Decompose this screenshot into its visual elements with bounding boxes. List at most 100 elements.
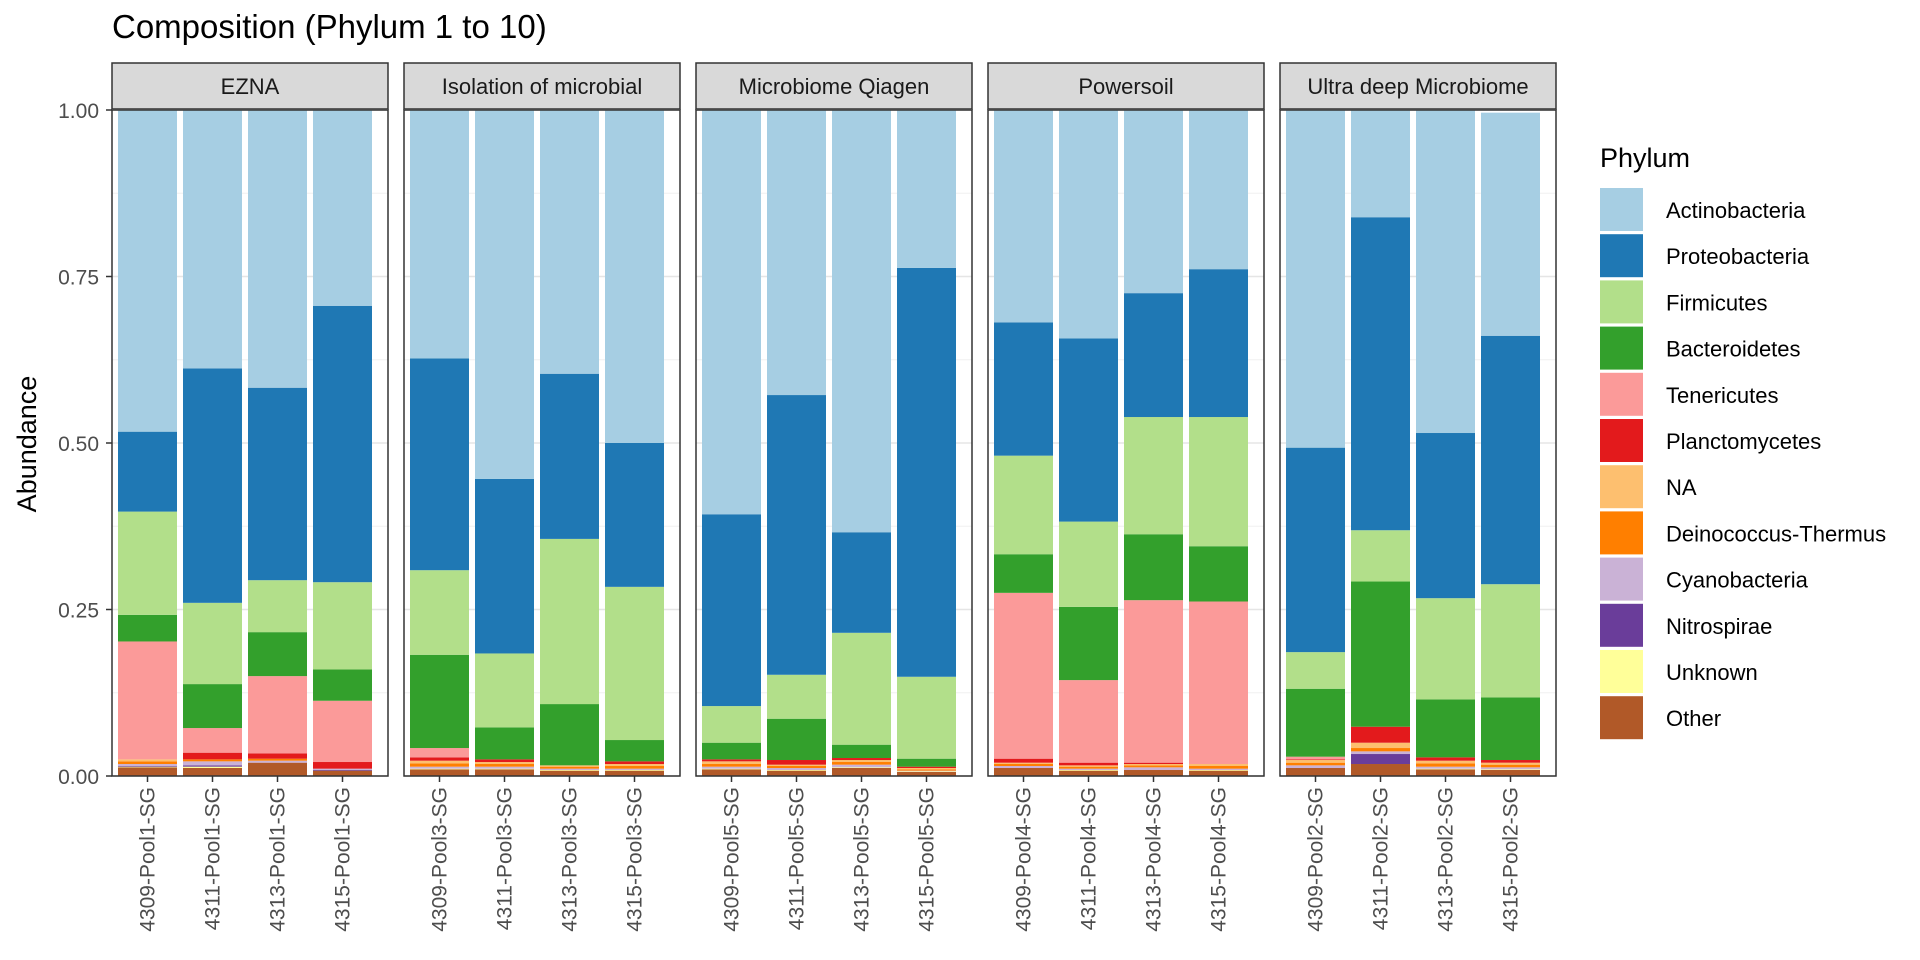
bar-segment-cyanobacteria	[1416, 766, 1475, 769]
legend-title: Phylum	[1600, 143, 1690, 173]
bar-segment-nitrospirae	[118, 766, 177, 767]
facet-panel: Isolation of microbial 4309-Pool3-SG 4311-…	[403, 62, 681, 932]
bar-segment-na	[1124, 764, 1183, 766]
bar-segment-bacteroidetes	[702, 742, 761, 760]
bar-segment-deinococcus-thermus	[475, 764, 534, 767]
bar-segment-proteobacteria	[1351, 217, 1410, 531]
bar-segment-unknown	[183, 766, 242, 769]
bar-segment-nitrospirae	[313, 770, 372, 771]
bar-segment-bacteroidetes	[540, 704, 599, 766]
bar-segment-proteobacteria	[1481, 335, 1540, 585]
bar-segment-cyanobacteria	[832, 764, 891, 768]
legend-swatch	[1600, 326, 1643, 370]
bar-segment-unknown	[1059, 770, 1118, 771]
bar-segment-unknown	[1189, 770, 1248, 771]
x-tick-label: 4315-Pool1-SG	[332, 787, 355, 932]
bar-segment-proteobacteria	[540, 373, 599, 539]
stacked-bar	[1351, 110, 1410, 776]
x-tick-label: 4315-Pool3-SG	[624, 787, 647, 932]
bar-segment-actinobacteria	[1059, 110, 1118, 339]
bar-segment-planctomycetes	[702, 759, 761, 762]
facet-strip-label: Ultra deep Microbiome	[1307, 74, 1528, 99]
bar-segment-planctomycetes	[313, 762, 372, 769]
legend-label: Tenericutes	[1666, 383, 1779, 408]
bar-segment-cyanobacteria	[605, 768, 664, 771]
bar-segment-actinobacteria	[118, 110, 177, 432]
legend-label: Actinobacteria	[1666, 198, 1806, 223]
stacked-bar	[1286, 110, 1345, 776]
bar-segment-planctomycetes	[410, 757, 469, 761]
bar-segment-unknown	[540, 770, 599, 771]
panel-border	[1279, 109, 1557, 777]
bar-segment-firmicutes	[1351, 530, 1410, 582]
legend-swatch	[1600, 511, 1643, 555]
facet-strip	[403, 62, 681, 110]
bar-segment-other	[1189, 770, 1248, 776]
bar-segment-cyanobacteria	[248, 760, 307, 763]
facet-strip	[987, 62, 1265, 110]
stacked-bar	[1059, 110, 1118, 776]
bars	[702, 110, 956, 776]
bar-segment-bacteroidetes	[248, 632, 307, 677]
facet-panels: EZNA 4309-Pool1-SG 4311-Pool1-SG 4313-Pool1…	[111, 62, 1557, 932]
bar-segment-deinococcus-thermus	[1189, 766, 1248, 769]
bar-segment-cyanobacteria	[1189, 768, 1248, 771]
bar-segment-firmicutes	[994, 455, 1053, 555]
bar-segment-actinobacteria	[1416, 110, 1475, 434]
stacked-bar	[248, 110, 307, 776]
bar-segment-other	[767, 770, 826, 776]
stacked-bar	[702, 110, 761, 776]
bar-segment-planctomycetes	[605, 761, 664, 765]
x-tick-label: 4309-Pool5-SG	[721, 787, 744, 932]
bar-segment-na	[702, 761, 761, 765]
bar-segment-planctomycetes	[475, 759, 534, 763]
bar-segment-na	[118, 759, 177, 762]
legend-item: Bacteroidetes	[1600, 326, 1801, 370]
bar-segment-cyanobacteria	[1286, 765, 1345, 769]
bar-segment-proteobacteria	[410, 358, 469, 571]
bar-segment-deinococcus-thermus	[540, 766, 599, 769]
bar-segment-na	[1416, 760, 1475, 764]
bar-segment-firmicutes	[1416, 598, 1475, 700]
bar-segment-other	[1351, 764, 1410, 776]
legend-label: Other	[1666, 706, 1721, 731]
bar-segment-firmicutes	[897, 676, 956, 759]
bar-segment-other	[1481, 770, 1540, 776]
bar-segment-firmicutes	[605, 586, 664, 741]
stacked-bar	[994, 110, 1053, 776]
legend-item: Tenericutes	[1600, 372, 1779, 416]
bar-segment-proteobacteria	[1059, 338, 1118, 522]
facet-panel: Powersoil 4309-Pool4-SG 4311-Pool4-SG 4313-…	[987, 62, 1265, 932]
bar-segment-cyanobacteria	[183, 761, 242, 766]
bar-segment-firmicutes	[832, 632, 891, 745]
legend-item: Unknown	[1600, 650, 1758, 693]
bars	[994, 110, 1248, 776]
bar-segment-other	[994, 768, 1053, 776]
bar-segment-deinococcus-thermus	[1286, 762, 1345, 766]
bar-segment-actinobacteria	[1286, 110, 1345, 448]
bar-segment-proteobacteria	[475, 478, 534, 654]
x-tick-label: 4311-Pool5-SG	[786, 787, 809, 930]
bar-segment-firmicutes	[540, 538, 599, 705]
bar-segment-unknown	[1416, 768, 1475, 770]
bar-segment-tenericutes	[1124, 600, 1183, 763]
bar-segment-proteobacteria	[832, 532, 891, 633]
legend-item: Firmicutes	[1600, 280, 1767, 324]
bar-segment-bacteroidetes	[897, 758, 956, 767]
bar-segment-bacteroidetes	[1351, 581, 1410, 727]
bar-segment-na	[767, 764, 826, 767]
bar-segment-unknown	[605, 770, 664, 771]
bar-segment-na	[994, 762, 1053, 765]
bar-segment-tenericutes	[118, 641, 177, 760]
bar-segment-proteobacteria	[1189, 269, 1248, 418]
bar-segment-bacteroidetes	[313, 669, 372, 701]
bar-segment-bacteroidetes	[605, 740, 664, 762]
bar-segment-unknown	[702, 768, 761, 770]
bar-segment-unknown	[1481, 769, 1540, 771]
bar-segment-bacteroidetes	[994, 554, 1053, 593]
stacked-bar	[832, 110, 891, 776]
bar-segment-other	[832, 768, 891, 776]
legend-label: Nitrospirae	[1666, 614, 1772, 639]
bar-segment-actinobacteria	[994, 110, 1053, 323]
legend-item: Other	[1600, 696, 1721, 740]
